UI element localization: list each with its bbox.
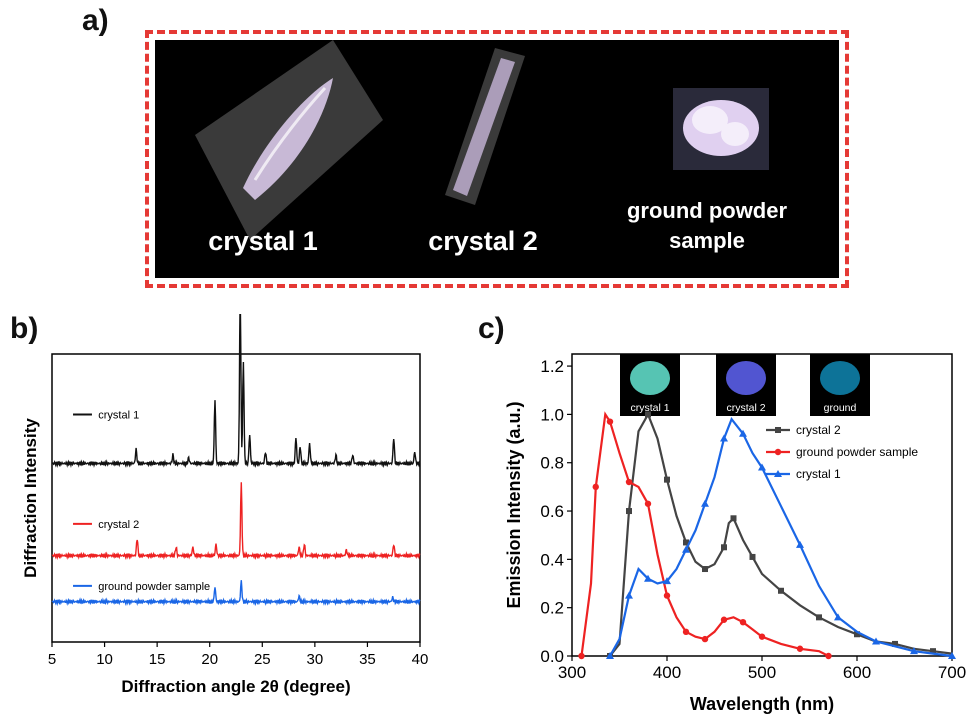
y-axis-title: Emission Intensity (a.u.) (504, 401, 524, 608)
xrd-chart: 5 10 15 20 25 30 35 40 Diffraction angle 2θ (deg… (21, 314, 429, 696)
series-point-0-10 (702, 566, 708, 573)
x-tick-label-6: 35 (359, 651, 376, 668)
x-tick-label-4: 25 (254, 651, 271, 668)
x-tick-label-0: 300 (558, 663, 586, 682)
legend-marker-2 (774, 470, 782, 477)
emission-chart: 300 400 500 600 700 0.0 0.2 0.4 0.6 0.8 1.0 1.2 Wave… (504, 353, 966, 714)
crystal-1-photo (195, 40, 383, 240)
legend-marker-1 (774, 448, 782, 456)
x-tick-label-4: 700 (938, 663, 966, 682)
series-point-2-4 (644, 574, 652, 582)
crystal-1-label: crystal 1 (208, 226, 318, 256)
x-tick-label-1: 400 (653, 663, 681, 682)
series-point-1-4 (606, 418, 614, 425)
inset-sample-0 (630, 361, 670, 395)
series-point-0-12 (721, 544, 727, 551)
ground-powder-label-line-1: ground powder (626, 198, 788, 223)
x-tick-label-3: 20 (201, 651, 218, 668)
series-point-2-24 (910, 647, 918, 655)
legend-label-1: ground powder sample (796, 445, 918, 459)
series-point-2-18 (796, 540, 804, 548)
series-line-ground-powder-sample (51, 580, 421, 607)
series-point-1-18 (739, 618, 747, 626)
crystal-2-label: crystal 2 (428, 226, 538, 256)
series-point-2-14 (739, 429, 747, 437)
inset-label-1: crystal 2 (726, 402, 765, 414)
series-point-2-12 (720, 434, 728, 442)
series-point-2-8 (682, 545, 690, 553)
x-tick-label-2: 500 (748, 663, 776, 682)
series-point-1-6 (625, 478, 633, 486)
inset-label-0: crystal 1 (630, 402, 669, 414)
series-point-2-2 (625, 591, 633, 599)
series-point-2-0 (606, 652, 614, 659)
series-point-2-16 (758, 463, 766, 471)
series-point-0-6 (664, 476, 670, 483)
series-point-0-8 (683, 539, 689, 546)
series-point-1-20 (758, 633, 766, 640)
x-axis-title: Wavelength (nm) (690, 694, 834, 714)
y-tick-label-1: 0.2 (540, 599, 564, 618)
crystal-2-photo (445, 48, 525, 205)
x-tick-label-0: 5 (48, 651, 56, 668)
series-point-0-16 (749, 553, 756, 560)
series-line-1 (580, 411, 829, 657)
x-tick-label-2: 15 (149, 651, 166, 668)
y-tick-label-5: 1.0 (540, 405, 564, 424)
panel-b-label: b) (10, 312, 39, 345)
ground-powder-photo (673, 88, 769, 170)
x-tick-label-3: 600 (843, 663, 871, 682)
y-tick-label-6: 1.2 (540, 357, 564, 376)
inset-label-2: ground (824, 402, 857, 414)
y-axis-title: Diffraction Intensity (21, 418, 40, 578)
series-point-2-10 (701, 499, 709, 507)
legend-label-2: crystal 1 (796, 467, 841, 481)
legend-marker-0 (775, 427, 781, 433)
series-point-0-14 (730, 515, 737, 522)
legend-label-0: crystal 1 (98, 409, 139, 421)
inset-sample-1 (726, 361, 766, 395)
series-point-2-26 (948, 652, 956, 659)
y-tick-label-3: 0.6 (540, 502, 564, 521)
series-line-crystal-1 (51, 314, 421, 469)
series-point-2-22 (872, 637, 880, 645)
ground-powder-label: ground powder sample (607, 196, 807, 256)
series-point-0-4 (645, 411, 651, 418)
x-tick-label-1: 10 (96, 651, 113, 668)
plot-frame (51, 353, 421, 643)
series-point-0-2 (626, 508, 632, 515)
series-point-1-12 (682, 628, 690, 636)
series-point-1-14 (701, 635, 709, 643)
panel-a-label: a) (82, 4, 109, 37)
x-tick-label-5: 30 (307, 651, 324, 668)
legend-label-1: crystal 2 (98, 519, 139, 531)
series-point-0-24 (892, 640, 898, 647)
legend-label-0: crystal 2 (796, 423, 841, 437)
series-point-2-20 (834, 613, 842, 621)
series-point-2-6 (663, 577, 671, 585)
series-point-1-24 (825, 652, 832, 660)
y-tick-label-4: 0.8 (540, 454, 564, 473)
series-point-1-16 (720, 616, 728, 623)
series-point-1-22 (796, 645, 804, 652)
x-axis-title: Diffraction angle 2θ (degree) (121, 677, 350, 696)
photo-panel: crystal 1 crystal 2 ground powder sample (145, 30, 849, 288)
series-point-1-0 (578, 652, 585, 660)
x-tick-label-7: 40 (412, 651, 429, 668)
y-tick-label-2: 0.4 (540, 550, 564, 569)
series-point-0-18 (778, 587, 784, 594)
series-point-0-26 (930, 648, 936, 655)
series-point-1-2 (592, 483, 599, 491)
panel-c-label: c) (478, 312, 505, 345)
series-point-0-22 (854, 631, 860, 638)
series-point-1-8 (644, 500, 652, 507)
inset-sample-2 (820, 361, 860, 395)
series-point-0-20 (816, 614, 822, 621)
legend-label-2: ground powder sample (98, 581, 210, 593)
ground-powder-label-line-2: sample (669, 228, 745, 253)
series-point-1-10 (663, 592, 671, 599)
y-tick-label-0: 0.0 (540, 647, 564, 666)
series-line-crystal-2 (51, 482, 421, 561)
photo-background: crystal 1 crystal 2 ground powder sample (155, 40, 839, 278)
